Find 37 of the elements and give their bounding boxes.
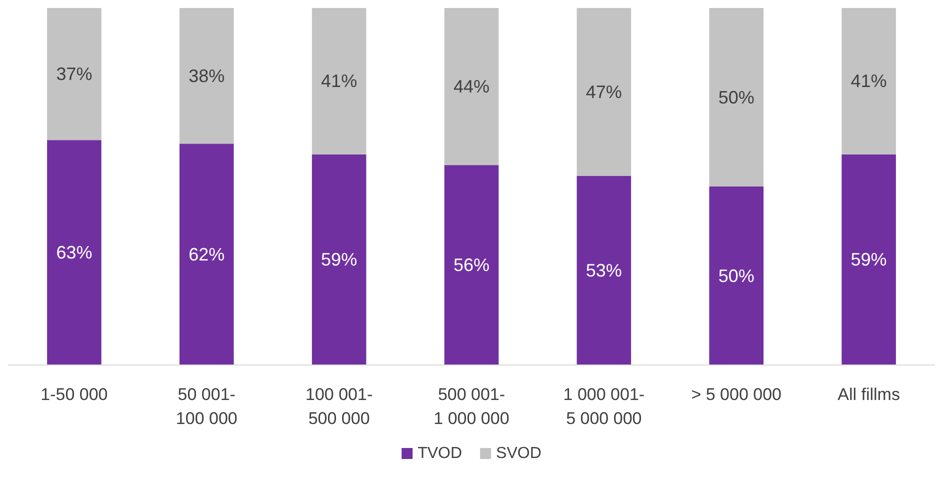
data-label: 62% [188, 244, 225, 264]
bar [709, 8, 764, 186]
bar [444, 8, 499, 166]
data-label: 56% [453, 255, 490, 276]
x-tick-label: 100 001-500 000 [306, 385, 373, 428]
data-label: 41% [321, 71, 358, 92]
bar [179, 8, 234, 144]
bar [179, 144, 234, 365]
bar [312, 8, 366, 154]
x-tick-label: 500 001-1 000 000 [434, 385, 510, 428]
x-tick-label: 1 000 001-5 000 000 [563, 385, 645, 428]
data-label: 41% [850, 71, 887, 92]
data-label: 53% [586, 260, 622, 280]
bar [444, 165, 499, 365]
bar [842, 154, 896, 365]
data-label: 50% [718, 266, 754, 286]
data-label: 50% [718, 87, 754, 108]
data-label: 47% [586, 82, 622, 102]
data-label: 59% [321, 250, 358, 270]
bar [47, 140, 102, 365]
bar [312, 154, 366, 365]
bar [842, 8, 896, 154]
x-tick-label: 50 001-100 000 [176, 385, 238, 428]
data-label: 44% [453, 76, 490, 97]
data-label: 63% [56, 242, 92, 263]
x-tick-label: 1-50 000 [40, 385, 108, 404]
data-label: 59% [850, 250, 887, 270]
data-label: 37% [56, 64, 92, 84]
bar [709, 186, 764, 365]
x-tick-label: > 5 000 000 [691, 385, 782, 404]
legend-label: SVOD [496, 445, 542, 462]
bar [47, 8, 102, 140]
bar [576, 8, 632, 176]
x-tick-label: All fillms [838, 385, 900, 404]
data-label: 38% [188, 66, 225, 86]
bar [576, 176, 632, 365]
legend-label: TVOD [418, 445, 462, 462]
